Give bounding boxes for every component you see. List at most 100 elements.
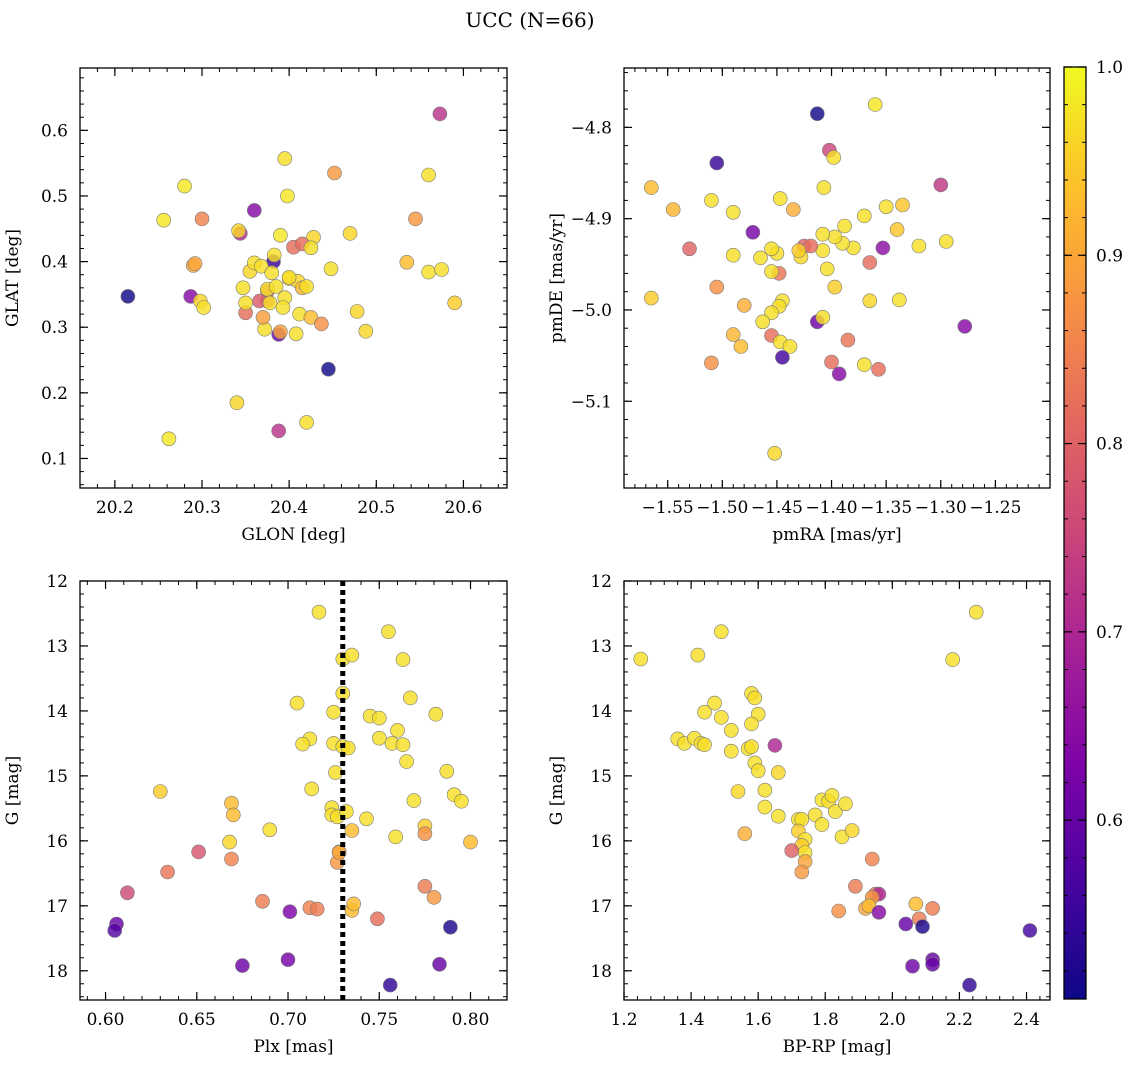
data-point [826,150,842,165]
y-tick-label: −4.9 [571,210,612,230]
axes-frame [79,67,508,489]
data-point [827,229,843,245]
figure-title: UCC (N=66) [465,8,594,32]
minor-ticks [623,68,1050,488]
x-axis-label: BP-RP [mag] [783,1037,892,1057]
data-point [281,269,297,285]
y-tick-label: 0.3 [41,318,68,338]
colorbar: 0.6 0.7 0.8 0.9 1.0 [1063,58,1123,1000]
panel-bprp-g: 1.2 1.4 1.6 1.8 2.0 2.2 2.4 12 13 14 15 16 17 18 BP-RP… [547,572,1051,1057]
y-tick-label: 15 [590,767,612,787]
data-point [120,289,136,304]
y-tick-label: 17 [590,897,612,917]
data-point [323,261,339,277]
data-point [707,695,722,711]
data-point [814,817,830,832]
data-point [309,901,325,917]
data-point [295,736,310,752]
data-point [725,247,741,263]
data-point [815,226,831,242]
scatter-points [120,106,463,447]
data-point [905,958,920,974]
data-point [107,923,122,938]
data-point [262,822,278,838]
data-point [747,690,763,706]
data-point [725,327,741,342]
data-point [280,952,296,968]
data-point [255,893,270,909]
x-tick-label: 20.3 [183,498,221,518]
data-point [867,97,883,112]
data-point [454,793,469,809]
data-point [273,324,288,340]
data-point [299,279,314,294]
data-point [895,197,910,213]
data-point [809,106,825,121]
x-tick-label: −1.30 [915,498,967,518]
data-point [187,256,203,271]
y-axis-label: pmDE [mas/yr] [547,213,567,343]
axes-frame [623,67,1051,489]
data-point [177,178,192,194]
data-point [194,211,210,227]
x-tick-label: 2.0 [879,1010,906,1030]
data-point [229,395,245,411]
x-tick-label: 0.60 [87,1010,125,1030]
data-point [831,366,847,382]
data-point [891,292,907,308]
x-axis-label: pmRA [mas/yr] [772,525,901,545]
data-point [737,826,753,842]
data-point [745,225,761,240]
y-tick-label: −5.0 [571,301,612,321]
data-point [222,834,237,850]
y-tick-label: 18 [46,962,68,982]
data-point [862,293,878,309]
data-point [784,843,800,858]
y-tick-label: 13 [590,637,612,657]
data-point [443,919,458,935]
data-point [945,652,961,667]
data-point [271,423,287,439]
data-point [764,305,779,321]
data-point [753,250,768,266]
data-point [848,878,863,894]
data-point [643,180,659,195]
data-point [273,228,288,243]
data-point [840,332,856,348]
y-tick-label: 12 [590,572,612,592]
y-tick-label: 14 [46,702,68,722]
data-point [730,784,746,799]
y-tick-label: −5.1 [571,392,612,412]
data-point [875,240,891,256]
data-point [1022,923,1038,938]
data-point [713,710,729,725]
data-point [915,919,930,934]
data-point [837,218,852,234]
data-point [262,295,278,311]
data-point [962,977,977,993]
data-point [434,262,449,277]
y-axis-label: G [mag] [3,756,23,825]
data-point [349,304,365,319]
y-tick-label: 0.5 [41,187,68,207]
data-point [463,834,478,850]
data-point [713,624,729,640]
data-point [816,180,832,195]
data-point [289,695,305,711]
data-point [767,445,783,461]
data-point [327,165,342,181]
data-point [925,956,940,972]
scatter-points [643,97,973,461]
panel-glon-glat: 20.2 20.3 20.4 20.5 20.6 0.1 0.2 0.3 0.4 0.5 0.6 GL… [3,67,508,545]
data-point [399,254,415,270]
data-point [908,896,924,912]
data-point [757,782,773,798]
data-point [697,737,712,753]
data-point [704,193,719,208]
x-tick-label: 1.8 [812,1010,839,1030]
data-point [303,310,319,325]
data-point [770,765,786,780]
data-point [321,361,336,377]
colorbar-tick-label: 0.7 [1096,623,1123,643]
data-point [794,864,810,880]
